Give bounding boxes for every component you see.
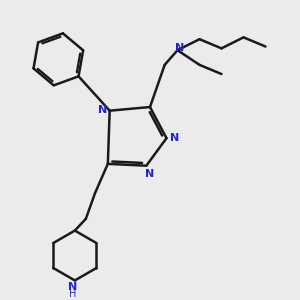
Text: N: N — [68, 282, 78, 292]
Text: H: H — [69, 290, 77, 299]
Text: N: N — [175, 44, 184, 53]
Text: N: N — [98, 105, 108, 115]
Text: N: N — [146, 169, 154, 179]
Text: N: N — [170, 133, 179, 143]
